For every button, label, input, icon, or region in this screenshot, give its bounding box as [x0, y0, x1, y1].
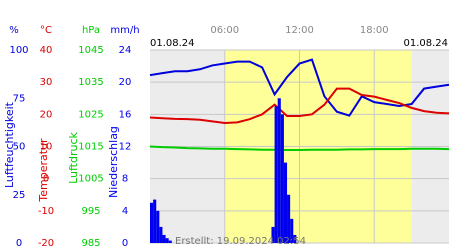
y-tick-label: 100	[9, 45, 28, 56]
axis-unit: hPa	[82, 25, 100, 36]
axis-unit: °C	[40, 25, 52, 36]
precip-bar	[283, 162, 288, 243]
y-tick-label: 16	[119, 109, 132, 120]
y-tick-label: 20	[119, 77, 132, 88]
y-tick-label: 75	[13, 93, 26, 104]
x-tick-label: 18:00	[360, 25, 389, 36]
y-tick-label: 20	[40, 109, 53, 120]
y-tick-label: 0	[122, 238, 128, 249]
y-tick-label: 30	[40, 77, 53, 88]
precip-bar	[162, 234, 166, 243]
y-tick-label: 10	[40, 142, 53, 153]
y-tick-label: 4	[122, 206, 128, 217]
precip-bar	[274, 106, 278, 244]
y-tick-label: 0	[16, 238, 22, 249]
precip-bar	[150, 202, 154, 243]
y-tick-label: 1005	[78, 174, 103, 185]
date-right: 01.08.24	[403, 38, 448, 49]
y-tick-label: 40	[40, 45, 53, 56]
y-tick-label: 1025	[78, 109, 103, 120]
precip-bar	[159, 226, 163, 243]
axis-unit: %	[9, 25, 19, 36]
precip-bar	[271, 226, 275, 243]
y-tick-label: -20	[38, 238, 54, 249]
precip-bar	[280, 114, 284, 243]
footer: Erstellt: 19.09.2024 02:54	[175, 236, 306, 247]
axis-title: Luftdruck	[67, 131, 80, 183]
precip-bar	[277, 98, 281, 243]
x-tick-label: 12:00	[285, 25, 314, 36]
axis-unit: mm/h	[110, 25, 139, 36]
y-tick-label: 1045	[78, 45, 103, 56]
y-tick-label: 1015	[78, 142, 103, 153]
y-tick-label: 1035	[78, 77, 103, 88]
precip-bar	[293, 234, 297, 243]
y-tick-label: 25	[13, 190, 26, 201]
precip-bar	[290, 218, 294, 243]
y-tick-label: 0	[43, 174, 49, 185]
y-tick-label: 24	[119, 45, 132, 56]
y-tick-label: 50	[13, 142, 26, 153]
date-left: 01.08.24	[150, 38, 195, 49]
axis-title: Luftfeuchtigkeit	[3, 101, 16, 188]
precip-bar	[153, 199, 157, 243]
series-line	[149, 145, 450, 152]
axis-title: Temperatur	[37, 138, 50, 203]
y-tick-label: 8	[122, 174, 128, 185]
y-tick-label: 995	[81, 206, 100, 217]
axis-title: Niederschlag	[107, 126, 120, 198]
y-tick-label: 12	[119, 142, 132, 153]
y-tick-label: 985	[81, 238, 100, 249]
precip-bar	[168, 240, 172, 243]
series-line	[149, 87, 450, 125]
precip-bar	[156, 210, 160, 243]
precip-bar	[287, 194, 291, 243]
y-tick-label: -10	[38, 206, 54, 217]
precip-bar	[165, 238, 169, 243]
series-line	[149, 58, 450, 117]
x-tick-label: 06:00	[210, 25, 239, 36]
